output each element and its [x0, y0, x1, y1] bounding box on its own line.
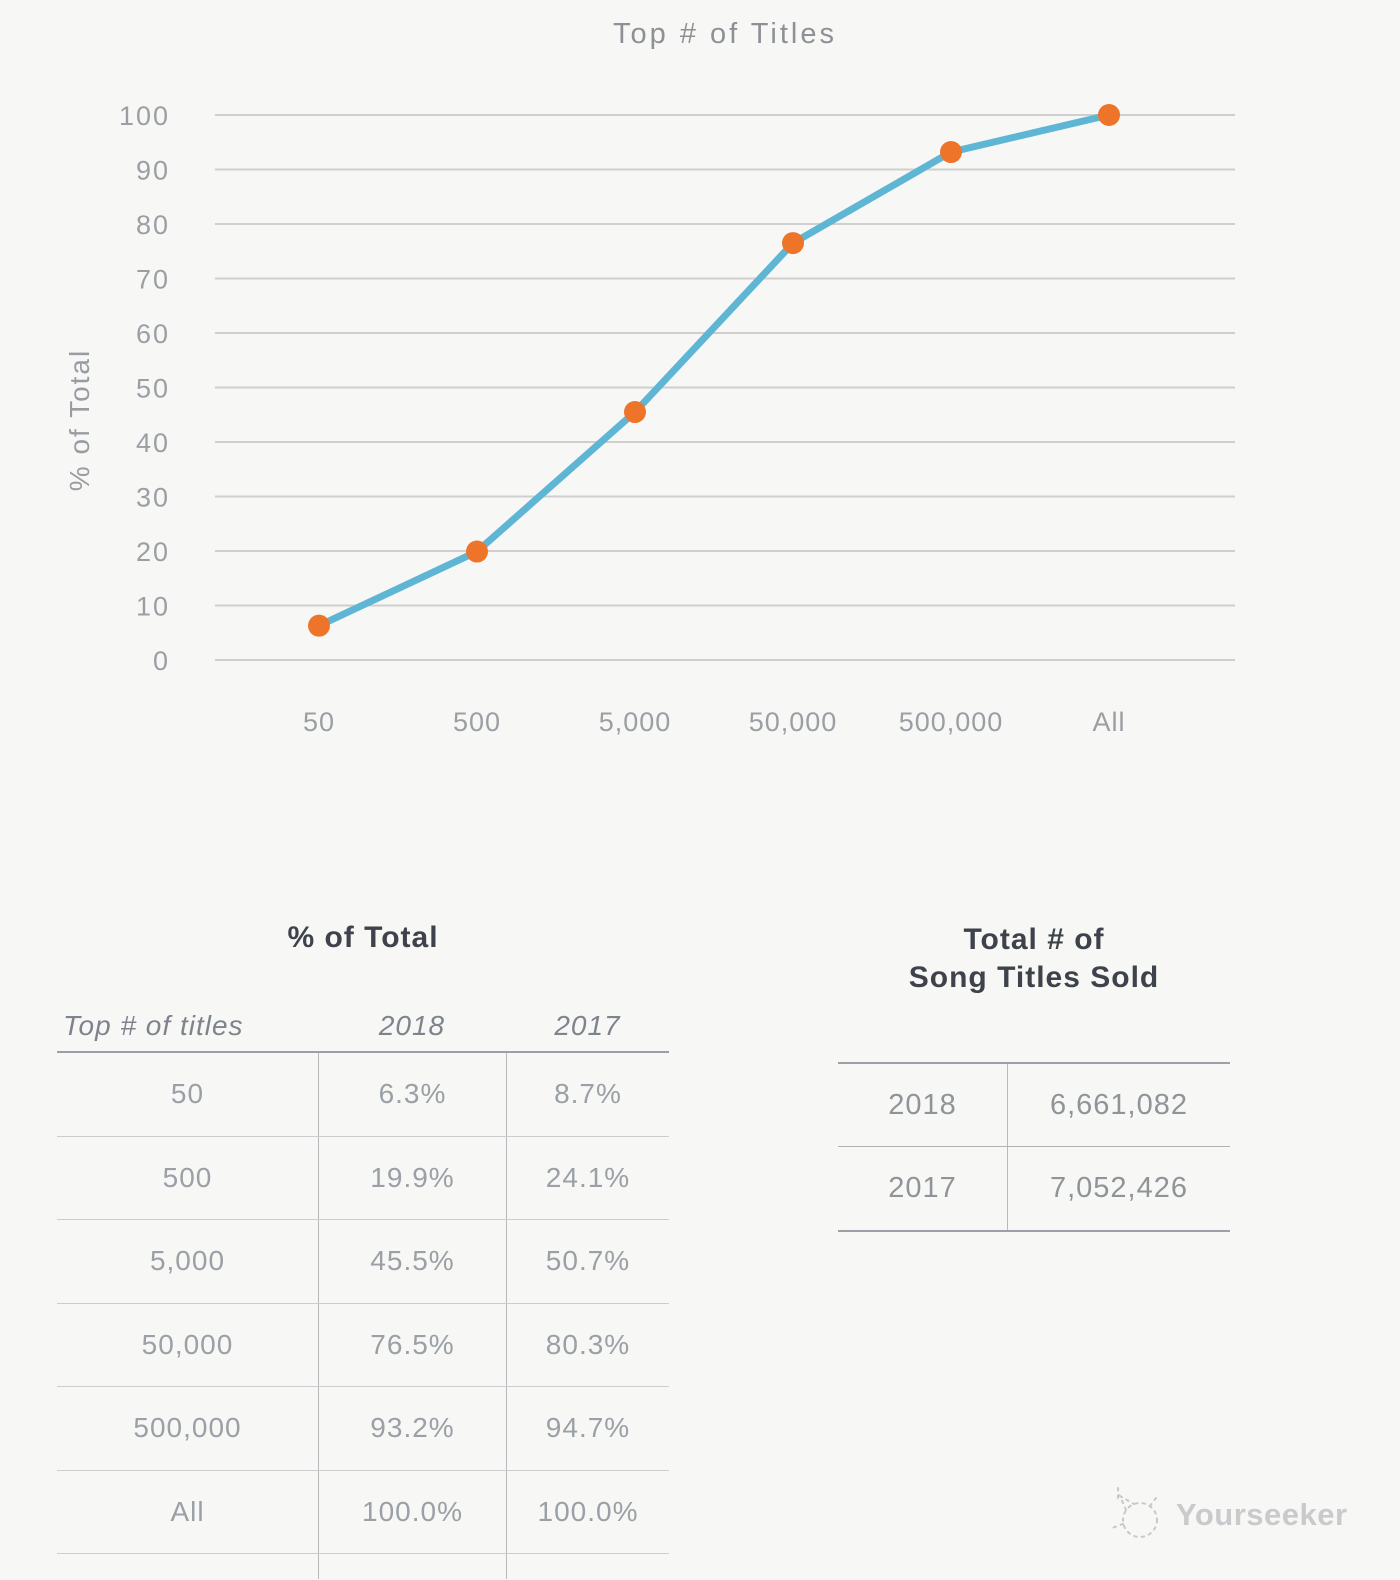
- svg-text:0: 0: [153, 646, 170, 676]
- table-row: All 100.0% 100.0%: [57, 1470, 669, 1554]
- totals-table-title: Total # of Song Titles Sold: [838, 921, 1230, 997]
- chart-title: Top # of Titles: [613, 18, 837, 50]
- table-row: 2018 6,661,082: [838, 1064, 1230, 1147]
- svg-text:30: 30: [136, 483, 170, 513]
- table-row: 500,000 93.2% 94.7%: [57, 1387, 669, 1471]
- svg-text:60: 60: [136, 319, 170, 349]
- row-label: 50,000: [141, 1328, 234, 1360]
- svg-text:50: 50: [303, 707, 335, 737]
- svg-text:10: 10: [136, 592, 170, 622]
- line-chart: 0 10 20 30 40 50 60 70 80 90 100 50 500 5,000 50,000 50…: [119, 101, 1235, 737]
- table-column-rules: [57, 1554, 669, 1579]
- svg-text:70: 70: [136, 265, 170, 295]
- svg-text:80: 80: [136, 210, 170, 240]
- svg-text:40: 40: [136, 428, 170, 458]
- total-value: 6,661,082: [1007, 1064, 1230, 1146]
- value-2017: 50.7%: [506, 1220, 669, 1303]
- totals-title-line-1: Total # of: [963, 923, 1105, 956]
- value-2017: 94.7%: [506, 1387, 669, 1470]
- watermark-brand: Yourseeker: [1176, 1497, 1348, 1532]
- totals-table: 2018 6,661,082 2017 7,052,426: [838, 1062, 1230, 1232]
- svg-text:500,000: 500,000: [899, 707, 1004, 737]
- svg-text:50,000: 50,000: [749, 707, 838, 737]
- row-label: 500,000: [133, 1412, 242, 1444]
- column-header-top-titles: Top # of titles: [63, 1009, 244, 1041]
- value-2018: 76.5%: [318, 1303, 506, 1386]
- value-2017: 100.0%: [506, 1470, 669, 1553]
- table-row: 500 19.9% 24.1%: [57, 1136, 669, 1220]
- percent-table-header: Top # of titles 2018 2017: [57, 1000, 669, 1053]
- row-label: 500: [162, 1161, 213, 1193]
- svg-text:100: 100: [119, 101, 170, 131]
- percent-table-body: 50 6.3% 8.7% 500 19.9% 24.1% 5,000 45.5%…: [57, 1053, 669, 1579]
- svg-text:5,000: 5,000: [599, 707, 672, 737]
- value-2017: 24.1%: [506, 1136, 669, 1219]
- column-header-2017: 2017: [554, 1009, 621, 1041]
- value-2018: 100.0%: [318, 1470, 506, 1553]
- yourseeker-logo-icon: [1111, 1487, 1158, 1538]
- table-row: 2017 7,052,426: [838, 1147, 1230, 1230]
- table-row: 50 6.3% 8.7%: [57, 1053, 669, 1137]
- year-label: 2017: [888, 1172, 957, 1204]
- row-label: 5,000: [149, 1245, 226, 1277]
- svg-text:50: 50: [136, 374, 170, 404]
- totals-title-line-2: Song Titles Sold: [908, 961, 1160, 994]
- watermark: Yourseeker: [1106, 1482, 1348, 1548]
- svg-text:All: All: [1092, 707, 1125, 737]
- value-2018: 93.2%: [318, 1387, 506, 1470]
- table-row: 50,000 76.5% 80.3%: [57, 1303, 669, 1387]
- value-2018: 45.5%: [318, 1220, 506, 1303]
- row-label: 50: [170, 1078, 205, 1110]
- year-label: 2018: [888, 1088, 957, 1121]
- table-row: 5,000 45.5% 50.7%: [57, 1220, 669, 1304]
- svg-text:20: 20: [136, 537, 170, 567]
- svg-text:500: 500: [453, 707, 501, 737]
- total-value: 7,052,426: [1007, 1147, 1230, 1230]
- column-header-2018: 2018: [378, 1009, 446, 1041]
- svg-text:90: 90: [136, 156, 170, 186]
- percent-table-title: % of Total: [287, 921, 439, 954]
- value-2017: 80.3%: [506, 1303, 669, 1386]
- row-label: All: [170, 1495, 205, 1527]
- value-2017: 8.7%: [506, 1053, 669, 1136]
- value-2018: 6.3%: [318, 1053, 506, 1136]
- value-2018: 19.9%: [318, 1136, 506, 1219]
